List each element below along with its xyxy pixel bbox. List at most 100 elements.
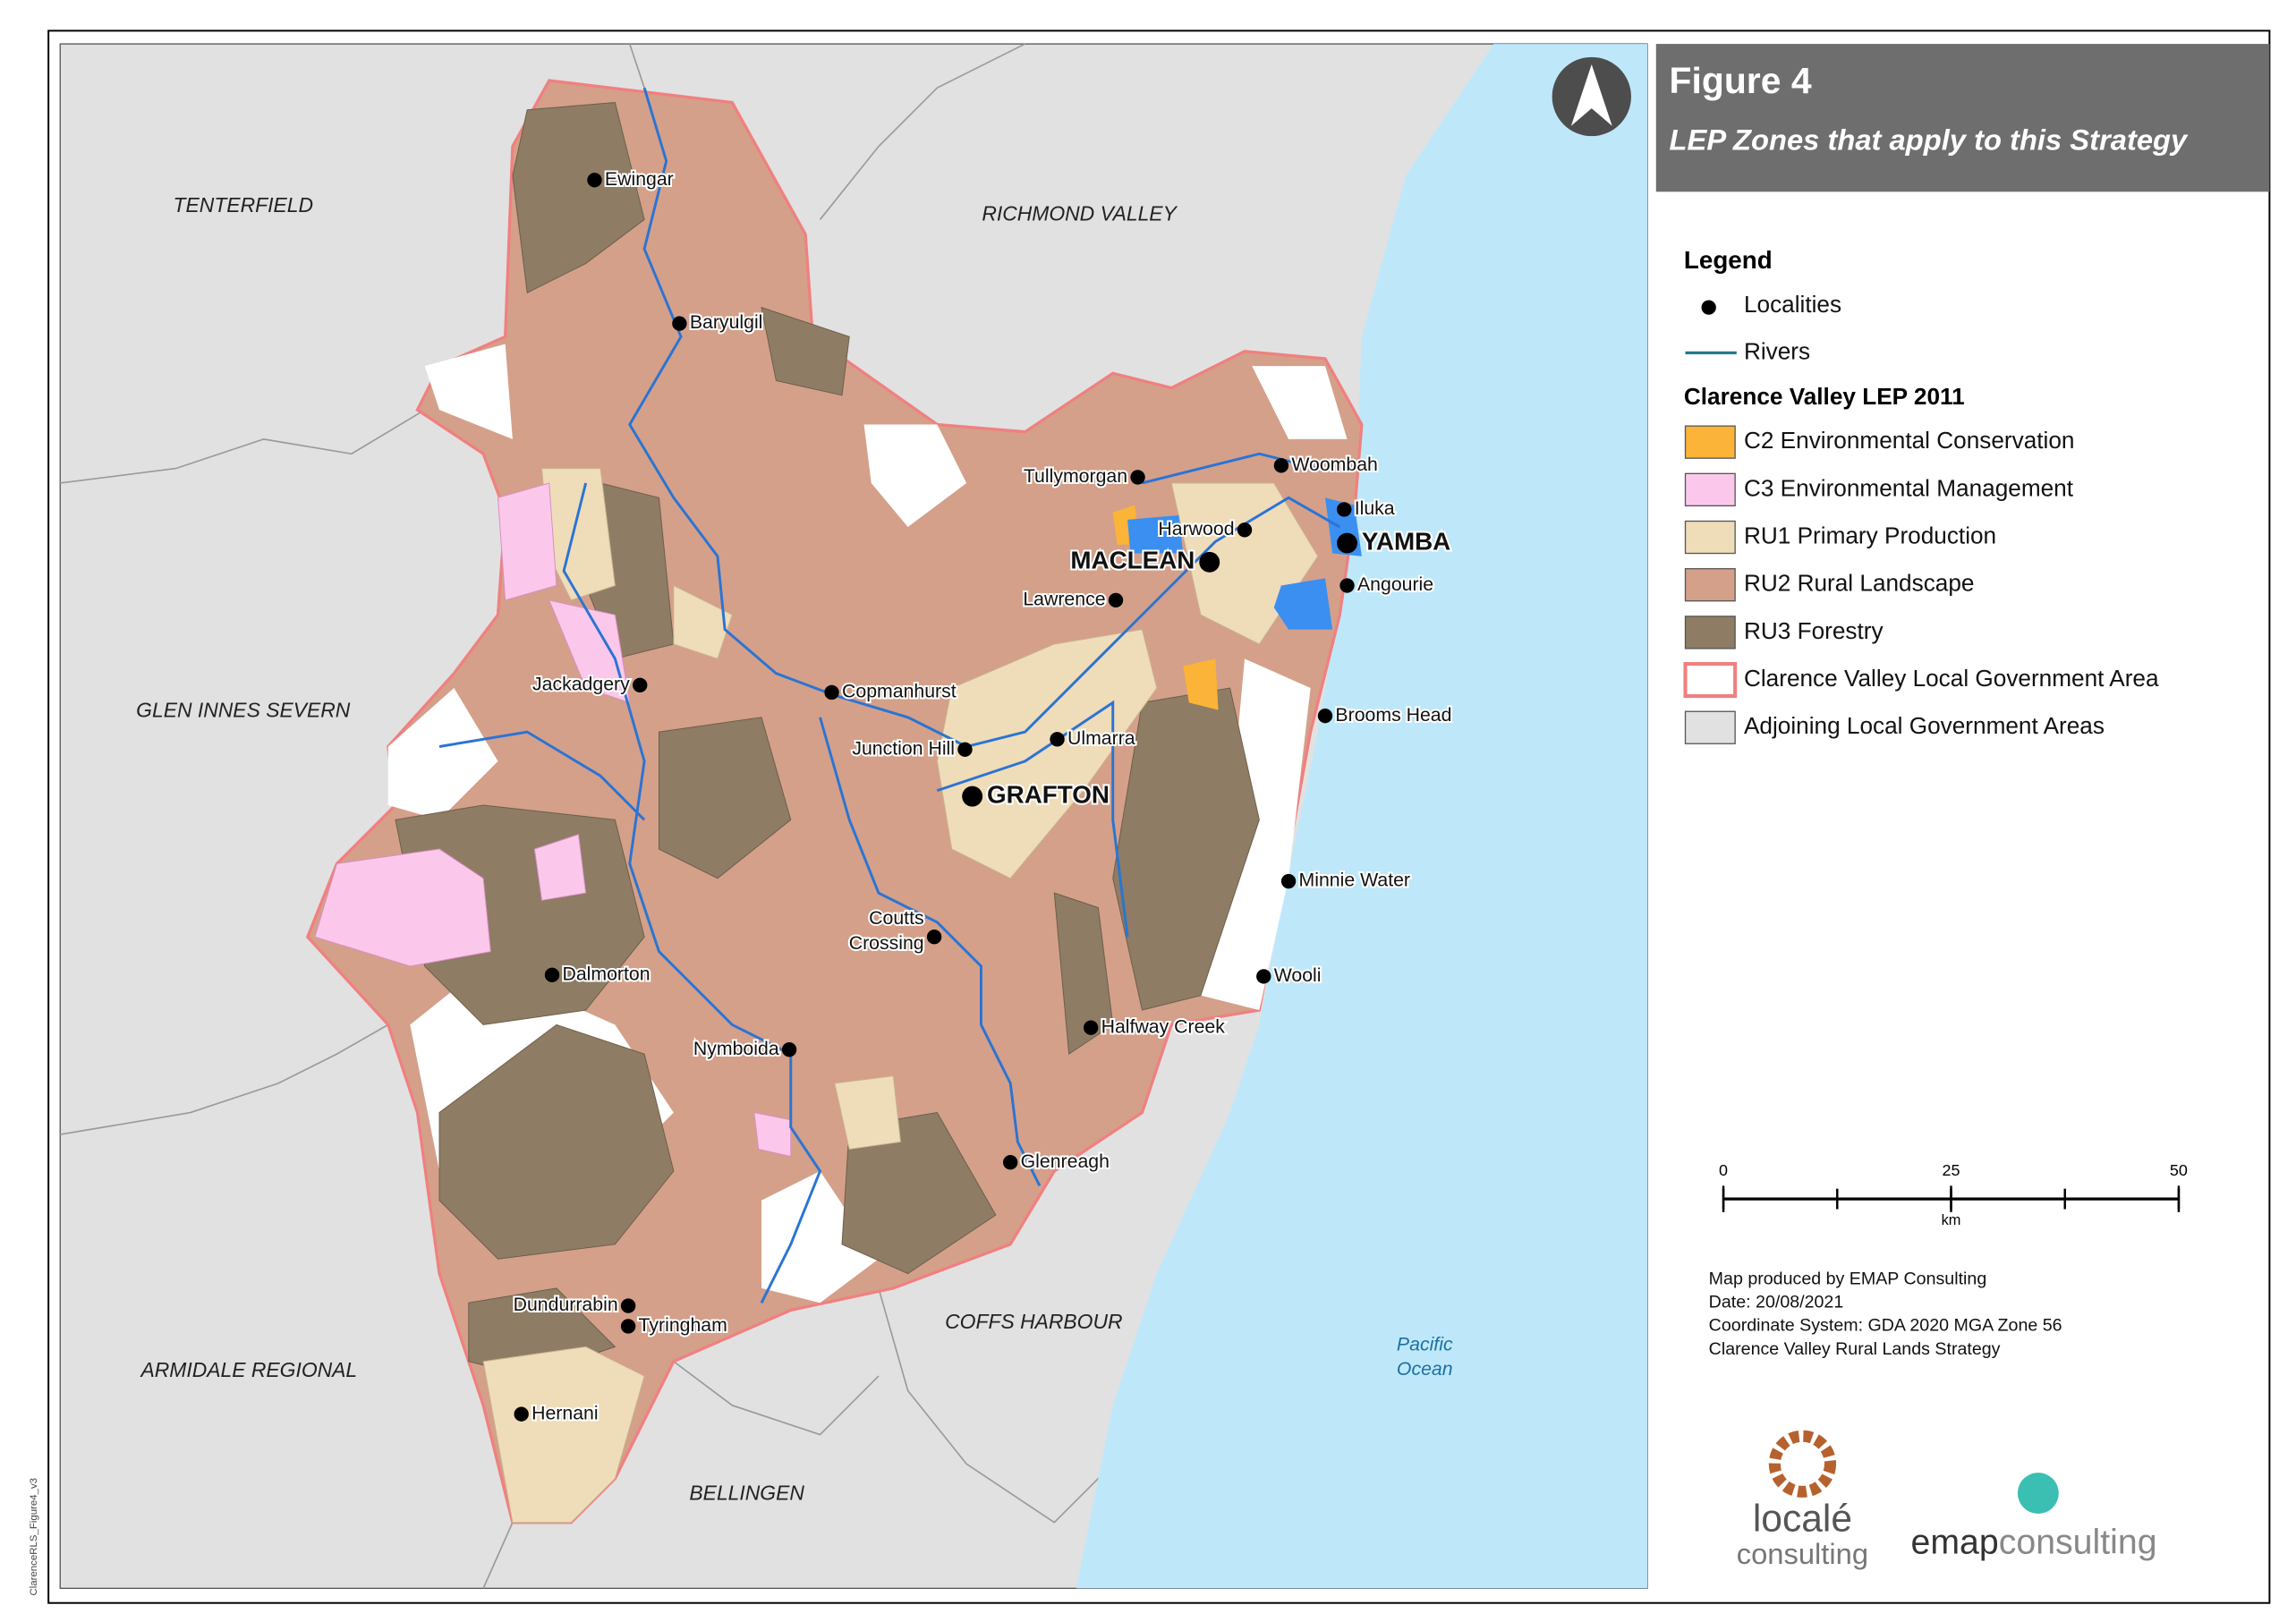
zone (834, 1075, 902, 1151)
lga-name: COFFS HARBOUR (945, 1310, 1122, 1333)
scale-tick-label: 0 (1719, 1161, 1728, 1179)
locality-label: Copmanhurst (842, 681, 957, 702)
locality-label: Baryulgil (690, 311, 763, 333)
boundary (819, 43, 1025, 220)
legend-label: Adjoining Local Government Areas (1744, 712, 2105, 739)
locality-marker (1339, 578, 1355, 593)
locality-marker (620, 1319, 636, 1334)
zone (753, 1111, 792, 1158)
zone (1112, 687, 1260, 1011)
map-info-line: Clarence Valley Rural Lands Strategy (1709, 1339, 2001, 1359)
locality-label: YAMBA (1362, 527, 1450, 555)
legend-label: Clarence Valley Local Government Area (1744, 665, 2159, 692)
locale-logo: localé consulting (1737, 1430, 1868, 1570)
lga-name: RICHMOND VALLEY (982, 202, 1178, 225)
zone (482, 1346, 645, 1524)
river (936, 700, 1129, 938)
locality-marker (587, 173, 602, 188)
locality-label: Dalmorton (562, 963, 650, 984)
locality-label: Brooms Head (1335, 704, 1451, 726)
unzoned (761, 1171, 879, 1304)
locality-label: Lawrence (1023, 589, 1105, 610)
river (819, 717, 1042, 1187)
locality-label: Junction Hill (852, 737, 955, 759)
locality-marker (544, 967, 560, 982)
boundary (60, 409, 426, 484)
locality-label: Jackadgery (532, 673, 630, 694)
outer-frame (47, 30, 2271, 1604)
locality-label: Wooli (1274, 964, 1322, 986)
zone (395, 804, 645, 1025)
legend-label: RU2 Rural Landscape (1744, 570, 1975, 597)
file-name: ClarenceRLS_Figure4_v3 (29, 1478, 39, 1596)
legend-label: C3 Environmental Management (1744, 474, 2074, 501)
locality-label: Halfway Creek (1101, 1015, 1226, 1037)
logo-text-emap: emap (1911, 1523, 1999, 1562)
locality-marker (962, 786, 983, 807)
map-info-line: Coordinate System: GDA 2020 MGA Zone 56 (1709, 1316, 2062, 1336)
boundary (628, 43, 645, 89)
map-info: Map produced by EMAP Consulting Date: 20/… (1709, 1269, 2062, 1359)
legend-label: Rivers (1744, 337, 1810, 364)
locality-label: Iluka (1355, 497, 1395, 519)
map-info-line: Date: 20/08/2021 (1709, 1292, 1844, 1312)
locality-label: MACLEAN (1070, 547, 1195, 574)
legend-swatch (1684, 425, 1736, 459)
zone (841, 1112, 997, 1275)
locality-marker (633, 677, 648, 692)
zone (512, 102, 645, 294)
zone (761, 306, 850, 396)
locality-label: Tullymorgan (1024, 465, 1127, 487)
unzoned (1200, 658, 1311, 1011)
locality-marker (1237, 522, 1253, 538)
localities: Ewingar Baryulgil Tullymorgan Woombah Iluka H… (512, 166, 1454, 1425)
legend-locality-symbol (1701, 300, 1716, 315)
zone (936, 629, 1158, 879)
scale-tick-label: 25 (1942, 1161, 1960, 1179)
unzoned (1252, 366, 1348, 439)
title-box (1655, 44, 2270, 192)
north-pointer (1570, 64, 1612, 126)
river (438, 730, 646, 821)
zone (533, 834, 587, 901)
lga-name: BELLINGEN (689, 1482, 804, 1505)
locality-label: Tyringham (639, 1314, 727, 1336)
logo-pin (2017, 1473, 2059, 1514)
boundary (878, 1287, 1114, 1524)
locality-marker (824, 684, 839, 701)
locality-label: Woombah (1291, 454, 1378, 475)
ocean-label: Pacific (1397, 1333, 1453, 1354)
locality-marker (1337, 502, 1352, 517)
boundary (482, 1522, 514, 1589)
scale-tick-label: 50 (2170, 1161, 2188, 1179)
locality-marker (1337, 532, 1357, 554)
boundary (673, 1361, 880, 1436)
lga-labels: TENTERFIELD RICHMOND VALLEY GLEN INNES SEV… (136, 193, 1178, 1505)
locality-marker (1273, 458, 1289, 473)
locality-marker (514, 1406, 529, 1422)
legend-swatch (1684, 616, 1736, 650)
ru3-forestry (395, 102, 1260, 1377)
locality-marker (926, 930, 942, 945)
lake (1273, 578, 1333, 630)
legend-swatch (1684, 568, 1736, 602)
locality-marker (1084, 1020, 1099, 1035)
zone (1053, 892, 1114, 1055)
locality-marker (1108, 592, 1124, 608)
scale-bar: 0 25 50 km (1719, 1161, 2188, 1228)
emap-logo: emapconsulting (1911, 1473, 2157, 1562)
legend-heading: Clarence Valley LEP 2011 (1684, 383, 1965, 410)
legend-swatch (1684, 710, 1736, 744)
locality-label: Glenreagh (1021, 1151, 1110, 1172)
c3-management (314, 482, 792, 1158)
locality-marker (1003, 1155, 1018, 1170)
locality-marker (1199, 551, 1220, 573)
unzoned (863, 424, 967, 528)
legend-label: C2 Environmental Conservation (1744, 427, 2075, 454)
lga-name: GLEN INNES SEVERN (136, 698, 351, 721)
locality-marker (672, 316, 687, 331)
locality-label: Crossing (849, 932, 924, 954)
locality-label: Angourie (1357, 573, 1433, 595)
